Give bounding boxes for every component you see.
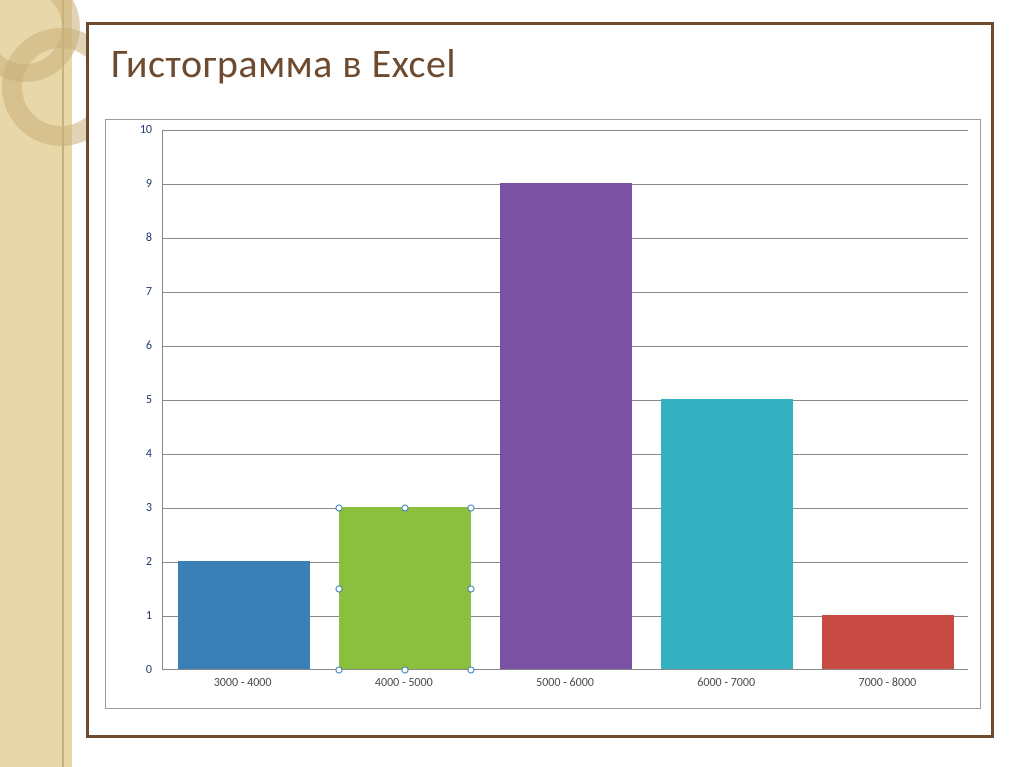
selection-handle[interactable] bbox=[467, 586, 474, 593]
slide-decor-line bbox=[62, 0, 64, 767]
chart-bar[interactable] bbox=[661, 399, 793, 669]
chart-bar[interactable] bbox=[339, 507, 471, 669]
chart-xtick-label: 5000 - 6000 bbox=[485, 676, 645, 690]
selection-handle[interactable] bbox=[401, 667, 408, 674]
selection-handle[interactable] bbox=[335, 586, 342, 593]
chart-ytick-label: 8 bbox=[106, 231, 152, 245]
selection-handle[interactable] bbox=[335, 667, 342, 674]
chart-xtick-label: 6000 - 7000 bbox=[646, 676, 806, 690]
chart-gridline bbox=[163, 130, 968, 131]
chart-bar[interactable] bbox=[500, 183, 632, 669]
chart-xtick-label: 7000 - 8000 bbox=[807, 676, 967, 690]
chart-xtick-label: 4000 - 5000 bbox=[324, 676, 484, 690]
slide-frame: Гистограмма в Excel 0 1 2 3 4 5 6 7 8 9 10 3000 - 4… bbox=[86, 22, 994, 738]
chart-plot-area bbox=[162, 130, 968, 670]
chart-xtick-label: 3000 - 4000 bbox=[163, 676, 323, 690]
chart-ytick-label: 2 bbox=[106, 555, 152, 569]
chart-ytick-label: 0 bbox=[106, 663, 152, 677]
chart-bar[interactable] bbox=[178, 561, 310, 669]
chart-ytick-label: 4 bbox=[106, 447, 152, 461]
chart-bar[interactable] bbox=[822, 615, 954, 669]
chart-ytick-label: 7 bbox=[106, 285, 152, 299]
selection-handle[interactable] bbox=[467, 505, 474, 512]
selection-handle[interactable] bbox=[401, 505, 408, 512]
chart-ytick-label: 1 bbox=[106, 609, 152, 623]
chart-ytick-label: 3 bbox=[106, 501, 152, 515]
slide-title: Гистограмма в Excel bbox=[89, 25, 991, 100]
chart-ytick-label: 6 bbox=[106, 339, 152, 353]
selection-handle[interactable] bbox=[467, 667, 474, 674]
selection-handle[interactable] bbox=[335, 505, 342, 512]
chart-ytick-label: 9 bbox=[106, 177, 152, 191]
histogram-chart: 0 1 2 3 4 5 6 7 8 9 10 3000 - 40004000 - 50005000 -… bbox=[105, 119, 981, 709]
chart-ytick-label: 10 bbox=[106, 123, 152, 137]
chart-ytick-label: 5 bbox=[106, 393, 152, 407]
